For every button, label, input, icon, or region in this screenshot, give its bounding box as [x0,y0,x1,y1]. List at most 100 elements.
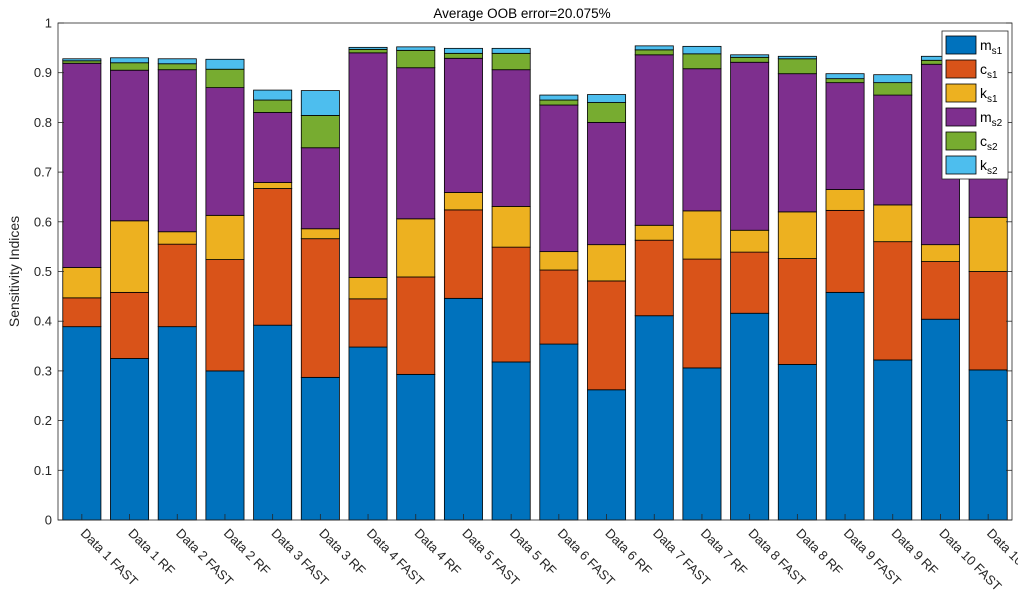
bar-segment-c-s1 [348,298,388,348]
legend-label: ms2 [980,109,1003,129]
legend-label: cs1 [980,61,998,81]
bar-segment-c-s2 [539,99,579,106]
bar-stack [300,90,340,521]
bar-segment-c-s1 [62,297,102,328]
bar-segment-k-s1 [300,228,340,240]
bar-stack [253,89,293,521]
bar-segment-k-s2 [348,46,388,50]
legend-swatch [945,83,977,103]
legend-label: ms1 [980,37,1003,57]
bar-segment-m-s2 [253,112,293,183]
bar-segment-c-s1 [777,258,817,365]
bar-stack [587,94,627,521]
bar-segment-m-s2 [491,69,531,207]
bar-segment-k-s2 [253,89,293,101]
bar-segment-c-s2 [396,49,436,69]
bar-segment-c-s2 [443,52,483,59]
legend-label: ks2 [980,157,998,177]
bar-segment-c-s2 [348,48,388,54]
legend: ms1 cs1 ks1 ms2 cs2 ks2 [941,30,1009,180]
bar-segment-k-s2 [539,94,579,101]
bar-segment-m-s2 [110,69,150,222]
y-tick-label: 0.7 [34,165,52,180]
bar-segment-k-s1 [825,189,865,211]
legend-box [941,30,1009,180]
bar-stack [634,45,674,521]
y-tick-label: 0.8 [34,115,52,130]
bar-segment-c-s1 [253,188,293,326]
bar-segment-k-s1 [539,251,579,271]
bar-stack [62,58,102,521]
bar-stack [348,46,388,521]
legend-item: ms2 [945,107,1003,129]
bar-segment-m-s2 [825,82,865,190]
bar-segment-c-s1 [300,238,340,378]
bar-segment-m-s1 [920,318,960,521]
bar-segment-c-s2 [205,68,245,89]
bar-segment-m-s1 [539,343,579,521]
bar-stack [443,47,483,521]
bar-segment-k-s2 [157,58,197,65]
bar-segment-m-s1 [491,361,531,521]
plot-area [58,23,1012,520]
bar-segment-k-s2 [300,90,340,116]
bar-segment-c-s2 [777,58,817,75]
bar-segment-k-s1 [968,216,1008,272]
y-tick-label: 1 [45,16,52,31]
bar-stack [396,46,436,521]
bar-segment-c-s2 [682,53,722,70]
bar-stack [682,45,722,521]
bar-segment-m-s2 [682,68,722,212]
bar-segment-k-s1 [443,192,483,211]
bar-segment-k-s2 [587,94,627,103]
y-axis-label: Sensitivity Indices [6,216,22,327]
bar-segment-m-s1 [205,370,245,521]
bar-segment-m-s1 [157,326,197,521]
y-tick-label: 0.3 [34,363,52,378]
bar-segment-c-s2 [634,49,674,56]
bar-segment-c-s1 [920,261,960,320]
bar-segment-k-s2 [634,45,674,51]
bar-segment-k-s2 [682,45,722,55]
bar-segment-c-s2 [157,63,197,71]
bar-stack [491,47,531,521]
bar-segment-c-s1 [873,241,913,361]
legend-item: cs2 [945,131,998,153]
bar-stack [539,94,579,521]
legend-label: cs2 [980,133,998,153]
bar-segment-k-s2 [110,57,150,64]
bars-layer [62,45,1008,521]
bar-segment-m-s2 [205,87,245,216]
bar-stack [110,57,150,521]
bar-stack [777,55,817,521]
bar-segment-c-s1 [205,259,245,372]
legend-item: ms1 [945,35,1003,57]
bar-segment-c-s1 [110,291,150,359]
bar-segment-m-s1 [300,376,340,521]
bar-segment-c-s2 [491,52,531,71]
bar-segment-m-s1 [682,367,722,521]
bar-segment-k-s1 [920,244,960,262]
bar-segment-k-s1 [587,244,627,282]
bar-segment-m-s2 [300,147,340,230]
bar-segment-m-s2 [634,54,674,226]
legend-item: ks2 [945,155,998,177]
y-tick-label: 0 [45,513,52,528]
bar-segment-k-s2 [825,73,865,80]
bar-segment-k-s1 [634,224,674,241]
bar-segment-m-s1 [62,326,102,521]
bar-segment-c-s1 [443,209,483,299]
bar-segment-c-s1 [157,243,197,328]
bar-segment-m-s2 [777,73,817,213]
bar-segment-c-s2 [730,56,770,63]
bar-segment-m-s1 [777,364,817,521]
bar-segment-k-s2 [62,58,102,62]
legend-label: ks1 [980,85,998,105]
bar-segment-m-s1 [587,389,627,521]
bar-segment-m-s1 [253,324,293,521]
bar-stack [825,73,865,521]
bar-segment-c-s1 [491,246,531,363]
bar-segment-m-s2 [157,69,197,233]
bar-segment-k-s1 [491,205,531,248]
